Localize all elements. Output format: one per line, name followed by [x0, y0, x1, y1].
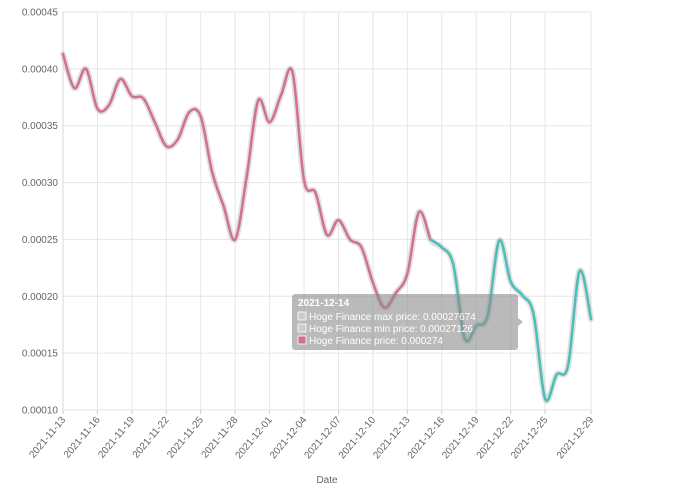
y-tick-label: 0.00040: [22, 64, 59, 75]
tooltip-swatch: [297, 311, 307, 321]
tooltip-swatch: [297, 323, 307, 333]
tooltip-line: Hoge Finance min price: 0.00027126: [309, 324, 473, 335]
y-tick-label: 0.00020: [22, 292, 59, 303]
x-tick-label: 2021-12-29: [555, 415, 597, 462]
y-tick-label: 0.00030: [22, 178, 59, 189]
y-tick-label: 0.00010: [22, 406, 59, 417]
price-line-after: [429, 238, 593, 402]
grid-lines: [62, 11, 592, 411]
tooltip-title: 2021-12-14: [298, 298, 350, 309]
tooltip-swatch: [297, 335, 307, 345]
x-axis-ticks: 2021-11-132021-11-162021-11-192021-11-22…: [27, 410, 597, 462]
y-tick-label: 0.00045: [22, 8, 59, 19]
price-line-before: [61, 52, 432, 309]
x-axis-title: Date: [316, 475, 338, 486]
tooltip-line: Hoge Finance max price: 0.00027674: [309, 312, 476, 323]
y-axis-ticks: 0.00010 0.00015 0.00020 0.00025 0.00030 0.000…: [22, 8, 59, 417]
tooltip: 2021-12-14 Hoge Finance max price: 0.0002…: [292, 294, 523, 350]
y-tick-label: 0.00035: [22, 121, 59, 132]
y-tick-label: 0.00025: [22, 235, 59, 246]
tooltip-line: Hoge Finance price: 0.000274: [309, 336, 443, 347]
tooltip-box: [292, 294, 518, 350]
tooltip-caret: [518, 318, 523, 326]
price-lines: [61, 52, 593, 402]
y-tick-label: 0.00015: [22, 349, 59, 360]
